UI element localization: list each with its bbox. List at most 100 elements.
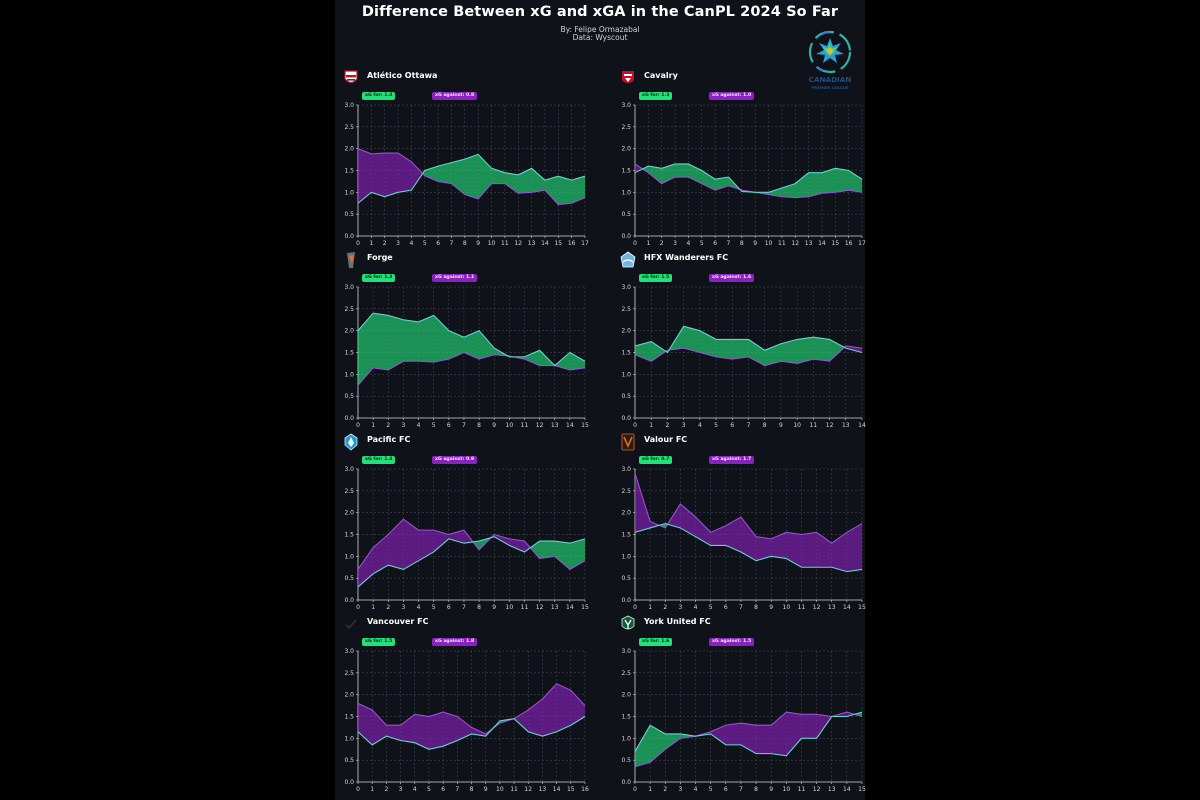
hfx-wanderers-fc-chart: 0.00.51.01.52.02.53.00 1 2 3 4 5 6 7 8 9 10 11 12 13 1…	[621, 284, 866, 429]
x-tick-label: 5	[714, 422, 718, 429]
x-tick-label: 1	[646, 240, 650, 247]
x-tick-label: 14	[843, 786, 851, 793]
york-united-fc-chart: 0.00.51.01.52.02.53.00 1 2 3 4 5 6 7 8 9 10 11 12 13 1…	[621, 648, 866, 793]
x-tick-label: 11	[778, 240, 786, 247]
x-tick-label: 3	[678, 786, 682, 793]
pacific-fc-logo-icon	[344, 433, 358, 451]
league-logo-line1: CANADIAN	[809, 75, 852, 84]
xg-for-area	[569, 352, 585, 370]
xg-for-area	[635, 725, 651, 767]
xg-for-area	[418, 315, 434, 363]
xg-for-area	[518, 168, 532, 194]
xg-for-area	[813, 337, 830, 362]
cavalry-xg-against-line	[634, 163, 863, 199]
xg-for-area	[544, 176, 559, 205]
cavalry-chart: 0.00.51.01.52.02.53.00 1 2 3 4 5 6 7 8 9 10 11 12 13 1…	[621, 102, 866, 247]
x-tick-label: 14	[541, 240, 549, 247]
y-tick-label: 0.0	[621, 415, 631, 422]
x-tick-label: 10	[496, 786, 504, 793]
pacific-fc-xg-against-line	[357, 518, 586, 571]
x-tick-label: 16	[581, 786, 589, 793]
x-tick-label: 4	[686, 240, 690, 247]
xg-against-area	[771, 712, 787, 756]
xg-for-area	[524, 350, 540, 366]
y-tick-label: 1.5	[344, 350, 354, 357]
x-tick-label: 3	[678, 604, 682, 611]
xg-against-area	[398, 153, 412, 193]
xg-against-area	[635, 163, 643, 173]
y-tick-label: 2.5	[344, 306, 354, 313]
x-tick-label: 13	[528, 240, 536, 247]
xg-against-area	[371, 153, 385, 197]
x-tick-label: 7	[462, 604, 466, 611]
x-tick-label: 14	[553, 786, 561, 793]
y-tick-label: 1.0	[344, 553, 354, 560]
y-tick-label: 0.5	[621, 757, 631, 764]
x-tick-label: 13	[828, 604, 836, 611]
x-tick-label: 10	[783, 786, 791, 793]
xg-for-area	[675, 163, 689, 178]
valour-fc-chart: 0.00.51.01.52.02.53.00 1 2 3 4 5 6 7 8 9 10 11 12 13 1…	[621, 466, 866, 611]
x-tick-label: 6	[441, 786, 445, 793]
x-tick-label: 1	[371, 604, 375, 611]
york-united-fc-logo-icon	[621, 615, 635, 630]
forge-xg-for-badge: xG for: 1.3	[362, 274, 396, 282]
xg-for-area	[821, 168, 836, 194]
atletico-ottawa-xg-for-badge: xG for: 1.4	[362, 92, 396, 100]
hfx-wanderers-fc-logo-icon	[620, 251, 636, 268]
x-tick-label: 2	[386, 604, 390, 611]
x-tick-label: 4	[417, 604, 421, 611]
x-tick-label: 10	[488, 240, 496, 247]
x-tick-label: 3	[673, 240, 677, 247]
xg-for-area	[808, 172, 822, 197]
x-tick-label: 10	[765, 240, 773, 247]
pacific-fc-panel-title: Pacific FC	[367, 435, 411, 444]
y-tick-label: 1.0	[344, 371, 354, 378]
xg-against-area	[635, 473, 651, 533]
x-tick-label: 5	[700, 240, 704, 247]
x-tick-label: 14	[858, 422, 866, 429]
league-logo-line2: PREMIER LEAGUE	[811, 85, 848, 90]
pacific-fc-xg-for-line	[357, 536, 586, 588]
x-tick-label: 14	[566, 604, 574, 611]
xg-against-area	[570, 690, 585, 726]
x-tick-label: 7	[739, 604, 743, 611]
x-tick-label: 6	[713, 240, 717, 247]
x-tick-label: 2	[663, 604, 667, 611]
y-tick-label: 1.5	[344, 168, 354, 175]
xg-against-area	[756, 725, 772, 754]
xg-against-area	[786, 712, 802, 756]
xg-for-area	[569, 538, 585, 570]
y-tick-label: 0.5	[344, 575, 354, 582]
xg-for-area	[648, 166, 662, 184]
xg-for-area	[848, 170, 862, 193]
y-tick-label: 1.0	[621, 735, 631, 742]
x-tick-label: 0	[633, 786, 637, 793]
x-tick-label: 4	[694, 786, 698, 793]
xg-against-area	[801, 714, 817, 739]
valour-fc-xg-against-badge: xG against: 1.7	[709, 456, 755, 464]
x-tick-label: 6	[724, 786, 728, 793]
x-tick-label: 9	[484, 786, 488, 793]
x-tick-label: 13	[805, 240, 813, 247]
x-tick-label: 7	[747, 422, 751, 429]
valour-fc-xg-against-line	[634, 473, 863, 544]
xg-against-area	[403, 519, 419, 570]
y-tick-label: 2.5	[344, 670, 354, 677]
y-tick-label: 0.0	[344, 415, 354, 422]
pacific-fc-xg-against-badge: xG against: 0.9	[432, 456, 478, 464]
x-tick-label: 8	[470, 786, 474, 793]
x-tick-label: 10	[793, 422, 801, 429]
y-tick-label: 3.0	[621, 284, 631, 291]
xg-for-area	[373, 313, 389, 370]
x-tick-label: 8	[740, 240, 744, 247]
x-tick-label: 17	[581, 240, 589, 247]
x-tick-label: 3	[401, 422, 405, 429]
y-tick-label: 3.0	[344, 284, 354, 291]
x-tick-label: 0	[356, 786, 360, 793]
xg-against-area	[418, 530, 434, 561]
vancouver-fc-logo-icon	[345, 619, 357, 630]
y-tick-label: 1.0	[621, 189, 631, 196]
york-united-fc-panel-title: York United FC	[644, 617, 711, 626]
x-tick-label: 15	[567, 786, 575, 793]
